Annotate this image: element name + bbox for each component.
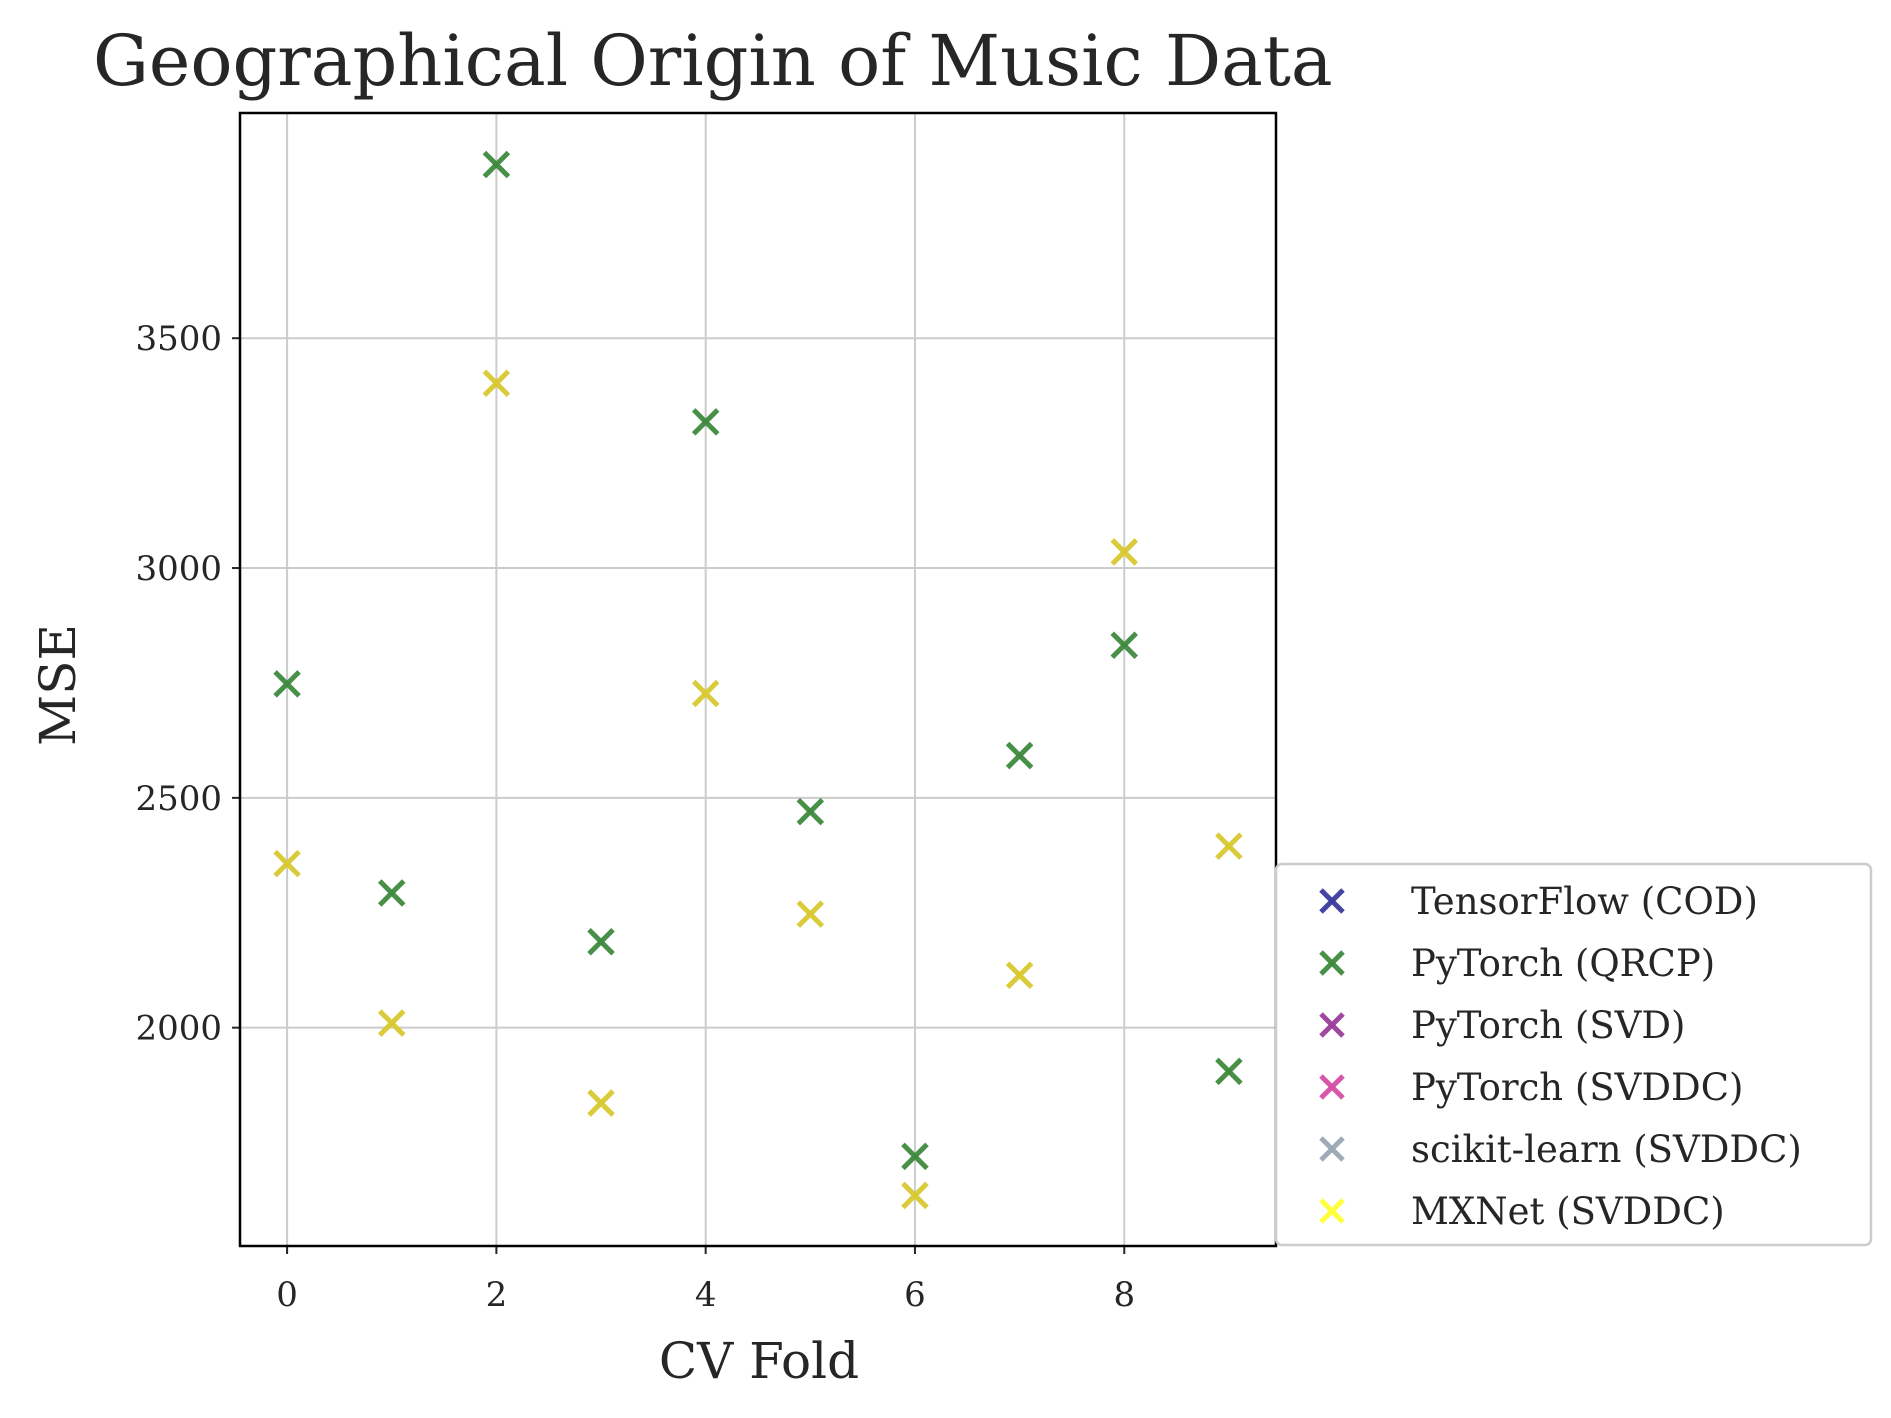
point-series1-8 — [1110, 631, 1139, 660]
x-tick-label-1: 2 — [486, 1275, 508, 1315]
x-tick-label-2: 4 — [695, 1275, 717, 1315]
point-series5-4 — [691, 679, 720, 708]
y-tick-label-0: 2000 — [135, 1009, 222, 1049]
legend-label-3: PyTorch (SVDDC) — [1411, 1066, 1743, 1109]
point-series1-7 — [1005, 741, 1034, 770]
legend-label-5: MXNet (SVDDC) — [1411, 1190, 1725, 1233]
point-series5-0 — [273, 849, 301, 878]
point-series1-3 — [587, 927, 615, 956]
point-series5-7 — [1005, 961, 1034, 990]
point-series5-9 — [1215, 832, 1243, 860]
point-series1-1 — [377, 879, 406, 907]
chart-title: Geographical Origin of Music Data — [93, 20, 1333, 102]
legend-marker-0 — [1319, 888, 1345, 914]
legend-marker-5 — [1319, 1198, 1345, 1224]
point-series5-2 — [482, 369, 511, 398]
y-tick-label-3: 3500 — [135, 319, 222, 359]
x-tick-label-0: 0 — [276, 1275, 298, 1315]
y-axis-label: MSE — [29, 624, 87, 746]
legend-marker-2 — [1319, 1012, 1345, 1038]
point-series5-1 — [377, 1009, 406, 1037]
point-series5-5 — [796, 900, 825, 928]
grid — [240, 113, 1276, 1246]
legend-label-0: TensorFlow (COD) — [1411, 880, 1758, 923]
x-tick-label-3: 6 — [904, 1275, 926, 1315]
legend-label-2: PyTorch (SVD) — [1411, 1004, 1685, 1047]
point-series1-0 — [273, 670, 301, 698]
data-points — [273, 150, 1243, 1210]
point-series1-9 — [1215, 1057, 1243, 1086]
legend-marker-1 — [1319, 950, 1345, 976]
legend-marker-4 — [1319, 1136, 1345, 1162]
legend: TensorFlow (COD) PyTorch (QRCP) PyTorch (S… — [1274, 862, 1873, 1247]
axis-ticks: 0 2 4 6 8 2000 2500 3000 3500 — [135, 319, 1135, 1315]
legend-box — [1274, 862, 1873, 1247]
y-tick-label-2: 3000 — [135, 549, 222, 589]
point-series5-6 — [901, 1181, 929, 1210]
legend-marker-3 — [1319, 1074, 1345, 1100]
x-axis-label: CV Fold — [659, 1332, 859, 1390]
point-series1-5 — [796, 797, 825, 826]
y-tick-label-1: 2500 — [135, 779, 222, 819]
legend-label-1: PyTorch (QRCP) — [1411, 942, 1715, 985]
x-tick-label-4: 8 — [1113, 1275, 1135, 1315]
point-series5-8 — [1110, 538, 1139, 566]
legend-label-4: scikit-learn (SVDDC) — [1411, 1128, 1802, 1171]
point-series5-3 — [587, 1089, 615, 1117]
point-series1-6 — [901, 1142, 929, 1171]
point-series1-2 — [482, 150, 511, 179]
point-series1-4 — [691, 408, 720, 436]
plot-frame — [238, 111, 1278, 1248]
